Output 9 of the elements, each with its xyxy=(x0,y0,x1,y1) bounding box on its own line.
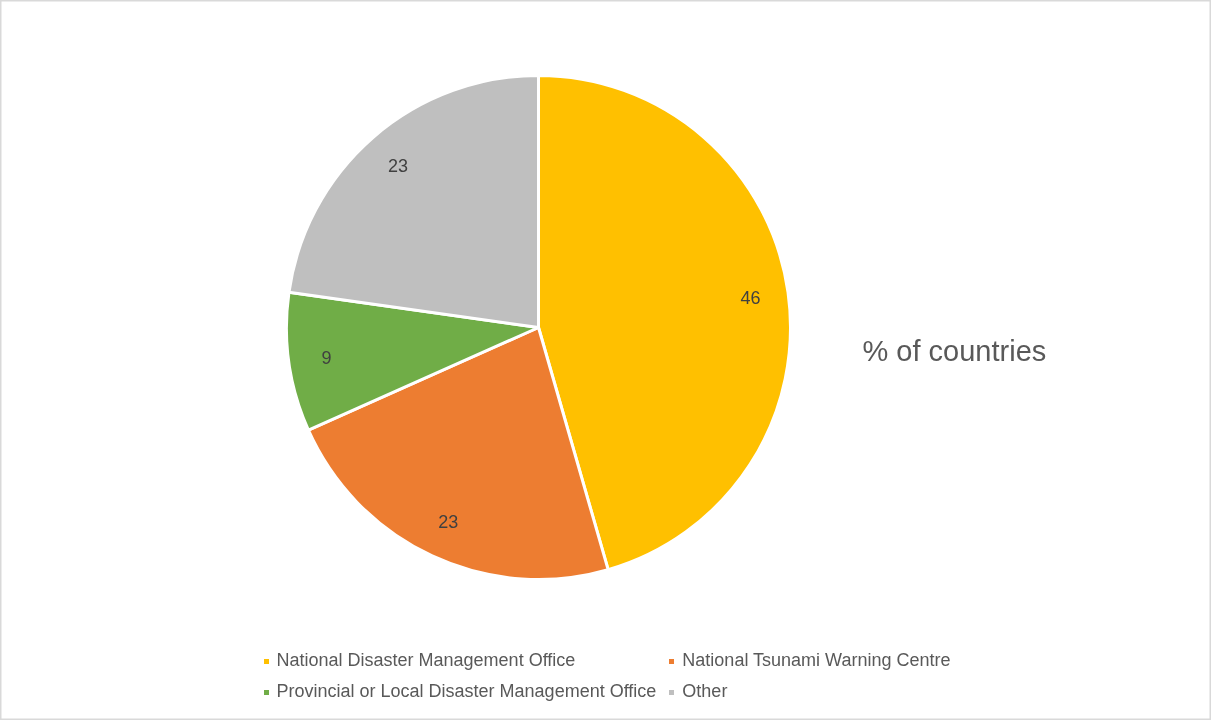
data-label: 9 xyxy=(321,347,332,368)
legend-label: Provincial or Local Disaster Management Office xyxy=(276,681,657,702)
legend-label: National Tsunami Warning Centre xyxy=(682,650,951,671)
data-label: 46 xyxy=(740,288,761,309)
data-label: 23 xyxy=(438,512,459,533)
legend-label: Other xyxy=(682,681,728,702)
data-label: 23 xyxy=(387,156,409,177)
legend-label: National Disaster Management Office xyxy=(276,650,576,671)
text: % of countries xyxy=(862,334,1047,367)
